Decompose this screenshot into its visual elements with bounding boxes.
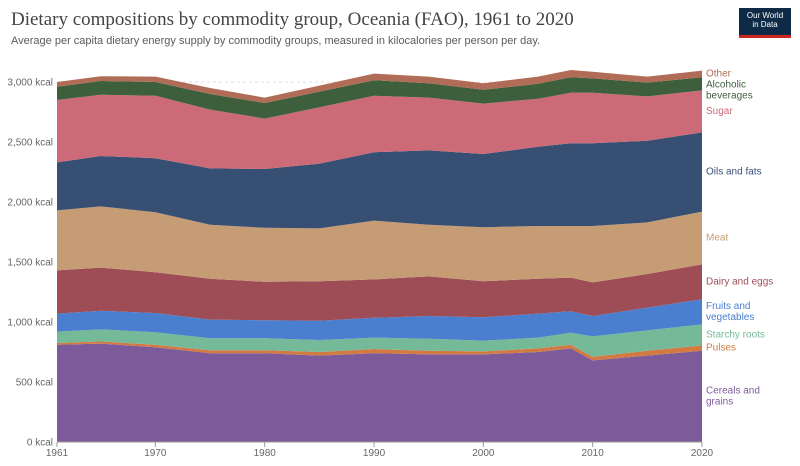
legend-label-starchy-roots[interactable]: Starchy roots — [706, 329, 765, 340]
area-cereals-and-grains[interactable] — [57, 343, 702, 442]
area-alcoholic-beverages[interactable] — [57, 77, 702, 119]
y-tick-label: 2,500 kcal — [7, 138, 53, 149]
x-tick-label: 1990 — [363, 448, 386, 459]
area-pulses[interactable] — [57, 341, 702, 361]
area-dairy-and-eggs[interactable] — [57, 264, 702, 321]
legend-label-other[interactable]: Other — [706, 68, 732, 79]
y-tick-label: 1,000 kcal — [7, 318, 53, 329]
x-tick-label: 2010 — [582, 448, 605, 459]
area-starchy-roots[interactable] — [57, 324, 702, 357]
y-tick-label: 2,000 kcal — [7, 198, 53, 209]
area-other[interactable] — [57, 70, 702, 103]
y-tick-label: 500 kcal — [16, 378, 53, 389]
chart-title: Dietary compositions by commodity group,… — [11, 9, 574, 30]
y-tick-label: 3,000 kcal — [7, 78, 53, 89]
logo-line-2: in Data — [752, 20, 778, 29]
legend-label-sugar[interactable]: Sugar — [706, 106, 733, 117]
area-sugar[interactable] — [57, 90, 702, 169]
legend-label-oils-and-fats[interactable]: Oils and fats — [706, 167, 762, 178]
legend-label-pulses[interactable]: Pulses — [706, 343, 736, 354]
x-tick-label: 1961 — [46, 448, 69, 459]
area-oils-and-fats[interactable] — [57, 132, 702, 229]
our-world-in-data-logo[interactable]: Our World in Data — [739, 8, 791, 38]
area-series — [57, 70, 702, 442]
legend-label-cereals-and-grains[interactable]: Cereals and grains — [706, 385, 760, 407]
chart-subtitle: Average per capita dietary energy supply… — [11, 35, 541, 47]
y-tick-label: 0 kcal — [27, 438, 53, 449]
legend-label-fruits-and-vegetables[interactable]: Fruits and vegetables — [706, 301, 754, 323]
legend-label-dairy-and-eggs[interactable]: Dairy and eggs — [706, 276, 773, 287]
x-tick-label: 1980 — [254, 448, 277, 459]
area-fruits-and-vegetables[interactable] — [57, 299, 702, 341]
area-meat[interactable] — [57, 206, 702, 283]
legend-label-meat[interactable]: Meat — [706, 233, 728, 244]
logo-line-1: Our World — [746, 11, 784, 20]
y-tick-label: 1,500 kcal — [7, 258, 53, 269]
legend-label-alcoholic-beverages[interactable]: Alcoholic beverages — [706, 79, 753, 101]
x-tick-label: 1970 — [144, 448, 167, 459]
axes: 0 kcal 500 kcal 1,000 kcal 1,500 kcal 2,000 … — [7, 78, 713, 460]
x-tick-label: 2020 — [691, 448, 714, 459]
x-tick-label: 2000 — [472, 448, 495, 459]
